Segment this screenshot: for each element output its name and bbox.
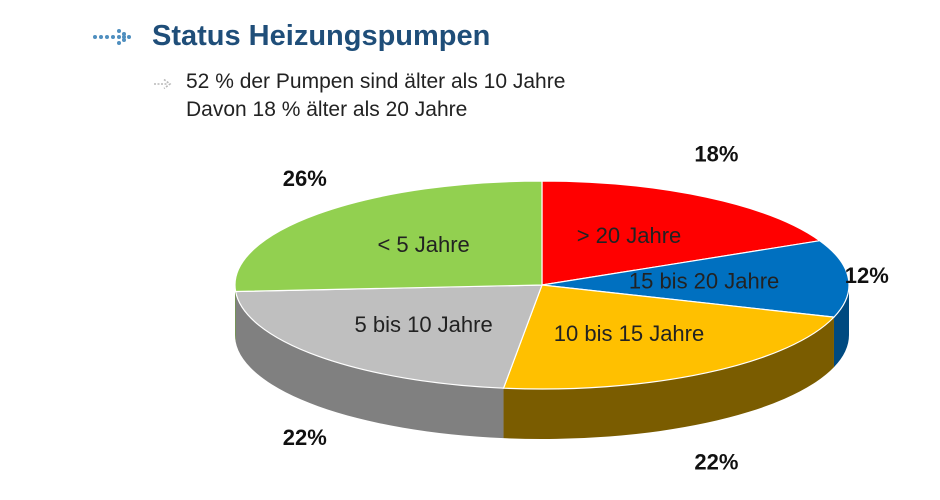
bullet-arrow-icon (154, 78, 172, 90)
pie-value-label-1: 12% (845, 263, 889, 288)
pie-slice-3 (234, 284, 543, 389)
dotted-arrow-icon (93, 29, 131, 45)
pie-slice-0 (541, 180, 822, 286)
pie-slice-4 (234, 180, 543, 293)
pie-side-3 (235, 291, 504, 439)
pie-slice-1 (541, 240, 850, 318)
pie-side-2 (503, 317, 834, 440)
bullet-line-1: 52 % der Pumpen sind älter als 10 Jahre (186, 70, 566, 93)
pie-slice-2 (502, 284, 836, 390)
pie-category-label-3: 5 bis 10 Jahre (355, 312, 493, 337)
pie-side-4 (235, 285, 236, 342)
pie-category-label-1: 15 bis 20 Jahre (629, 268, 779, 293)
page-title: Status Heizungspumpen (152, 20, 491, 52)
pie-value-label-4: 26% (283, 166, 327, 191)
pie-side-1 (833, 285, 849, 368)
bullet-line-2: Davon 18 % älter als 20 Jahre (186, 98, 468, 121)
pie-value-label-0: 18% (694, 141, 738, 166)
pie-category-label-0: > 20 Jahre (577, 223, 682, 248)
pie-category-label-2: 10 bis 15 Jahre (554, 321, 704, 346)
pie-value-label-3: 22% (283, 425, 327, 450)
pie-category-label-4: < 5 Jahre (377, 232, 469, 257)
pie-value-label-2: 22% (694, 450, 738, 475)
